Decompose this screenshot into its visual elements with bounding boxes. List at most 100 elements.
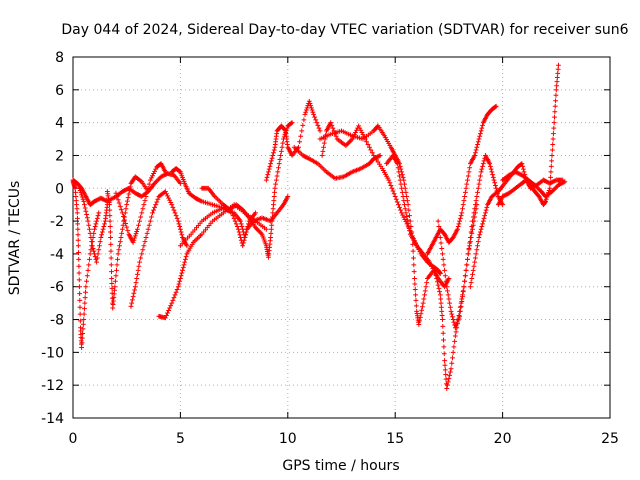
data-point [439,313,445,318]
data-point [397,205,402,210]
data-point [139,210,145,216]
data-point [77,304,83,310]
data-point [439,308,445,314]
series-arc-19 [495,62,561,208]
data-point [97,239,103,245]
data-point [269,222,275,228]
data-point [113,278,118,284]
data-point [445,292,451,298]
data-point [116,247,122,253]
y-tick-label: -2 [50,214,64,230]
data-point [461,198,467,203]
data-point [399,210,405,216]
data-point [275,169,281,175]
data-point [241,240,246,246]
data-point [446,376,452,382]
data-point [95,213,101,219]
data-point [147,177,153,183]
data-point [422,292,427,298]
data-point [445,379,451,385]
data-point [79,345,84,350]
data-point [439,246,445,251]
data-point [480,218,486,224]
data-point [471,210,477,216]
data-point [177,224,183,229]
data-point [271,198,277,203]
data-point [554,75,560,80]
data-point [317,128,323,134]
data-point [81,311,87,317]
data-point [551,186,557,192]
data-point [408,224,414,229]
data-point [239,206,245,212]
data-point [467,165,473,171]
data-point [125,195,131,200]
data-point [300,153,306,158]
data-point [238,235,243,240]
data-point [303,109,309,115]
data-point [396,202,401,208]
data-point [166,308,171,313]
data-point [122,217,127,223]
data-point [475,189,480,195]
data-point [83,208,89,214]
data-point [449,311,455,317]
data-point [462,273,468,279]
data-point [89,239,95,245]
data-point [132,190,138,196]
data-point [79,335,85,341]
data-point [96,247,102,253]
data-point [365,142,371,147]
data-point [97,243,102,249]
data-point [282,127,288,133]
data-point [402,217,408,222]
data-point [238,218,243,224]
data-point [467,235,473,240]
data-point [490,174,496,180]
data-point [135,267,141,273]
data-point [500,202,505,208]
data-point [309,107,315,113]
data-point [147,218,153,224]
data-point [445,382,450,388]
data-point [233,221,239,227]
data-point [375,154,381,159]
data-point [270,210,276,216]
data-point [558,181,563,187]
data-point [469,224,475,229]
data-point [268,230,274,236]
data-point [130,297,135,303]
data-point [407,228,412,234]
data-point [479,125,485,131]
data-point [509,171,515,176]
data-point [276,165,281,171]
data-point [402,206,408,212]
data-point [462,189,468,195]
data-point [412,287,418,292]
data-point [132,235,137,241]
data-point [506,172,512,178]
data-point [253,210,258,216]
data-point [412,281,418,287]
data-point [151,171,156,176]
data-point [271,147,277,153]
data-point [493,183,498,188]
data-point [457,215,463,221]
data-point [89,243,95,249]
data-point [281,134,287,140]
data-point [141,243,147,249]
data-point [467,240,473,246]
data-point [268,235,274,240]
data-point [137,218,142,224]
data-point [107,207,113,213]
data-point [377,153,383,158]
data-point [81,199,87,204]
data-point [470,226,475,232]
data-point [177,168,183,174]
data-point [151,207,156,213]
data-point [242,235,248,240]
data-point [547,180,553,186]
data-point [118,235,124,240]
data-point [548,163,554,169]
data-point [437,292,443,298]
